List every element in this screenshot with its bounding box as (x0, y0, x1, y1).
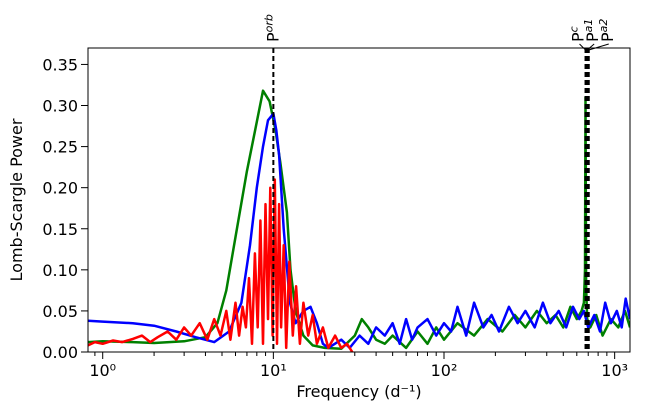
plot-frame (87, 47, 631, 353)
y-tick-label: 0.15 (42, 220, 78, 239)
x-tick-label: 10² (431, 361, 458, 380)
x-tick-label: 10¹ (260, 361, 287, 380)
y-tick-label: 0.25 (42, 138, 78, 157)
marker-label-orb: Porb (262, 14, 282, 42)
x-tick-label: 10³ (601, 361, 628, 380)
y-tick-label: 0.35 (42, 55, 78, 74)
y-axis-label: Lomb-Scargle Power (7, 118, 26, 281)
marker-leader-a2 (588, 43, 609, 51)
x-axis-label: Frequency (d⁻¹) (296, 382, 421, 401)
series-layer (88, 89, 630, 352)
x-axis-ticks: 10⁰ 10¹ 10² 10³ (89, 352, 628, 380)
marker-label-c: Pc (568, 26, 588, 42)
y-axis-ticks: 0.00 0.05 0.10 0.15 0.20 0.25 0.30 0.35 (42, 55, 88, 362)
x-tick-label: 10⁰ (89, 361, 116, 380)
marker-label-a1: Pa1 (582, 19, 602, 42)
y-tick-label: 0.30 (42, 97, 78, 116)
y-tick-label: 0.10 (42, 261, 78, 280)
y-tick-label: 0.20 (42, 179, 78, 198)
marker-leader-c (579, 43, 586, 51)
series-line-3 (88, 178, 354, 352)
series-line-2 (88, 112, 630, 350)
series-line-1 (88, 89, 630, 350)
y-tick-label: 0.00 (42, 343, 78, 362)
marker-label-a2: Pa2 (597, 19, 617, 42)
y-tick-label: 0.05 (42, 302, 78, 321)
